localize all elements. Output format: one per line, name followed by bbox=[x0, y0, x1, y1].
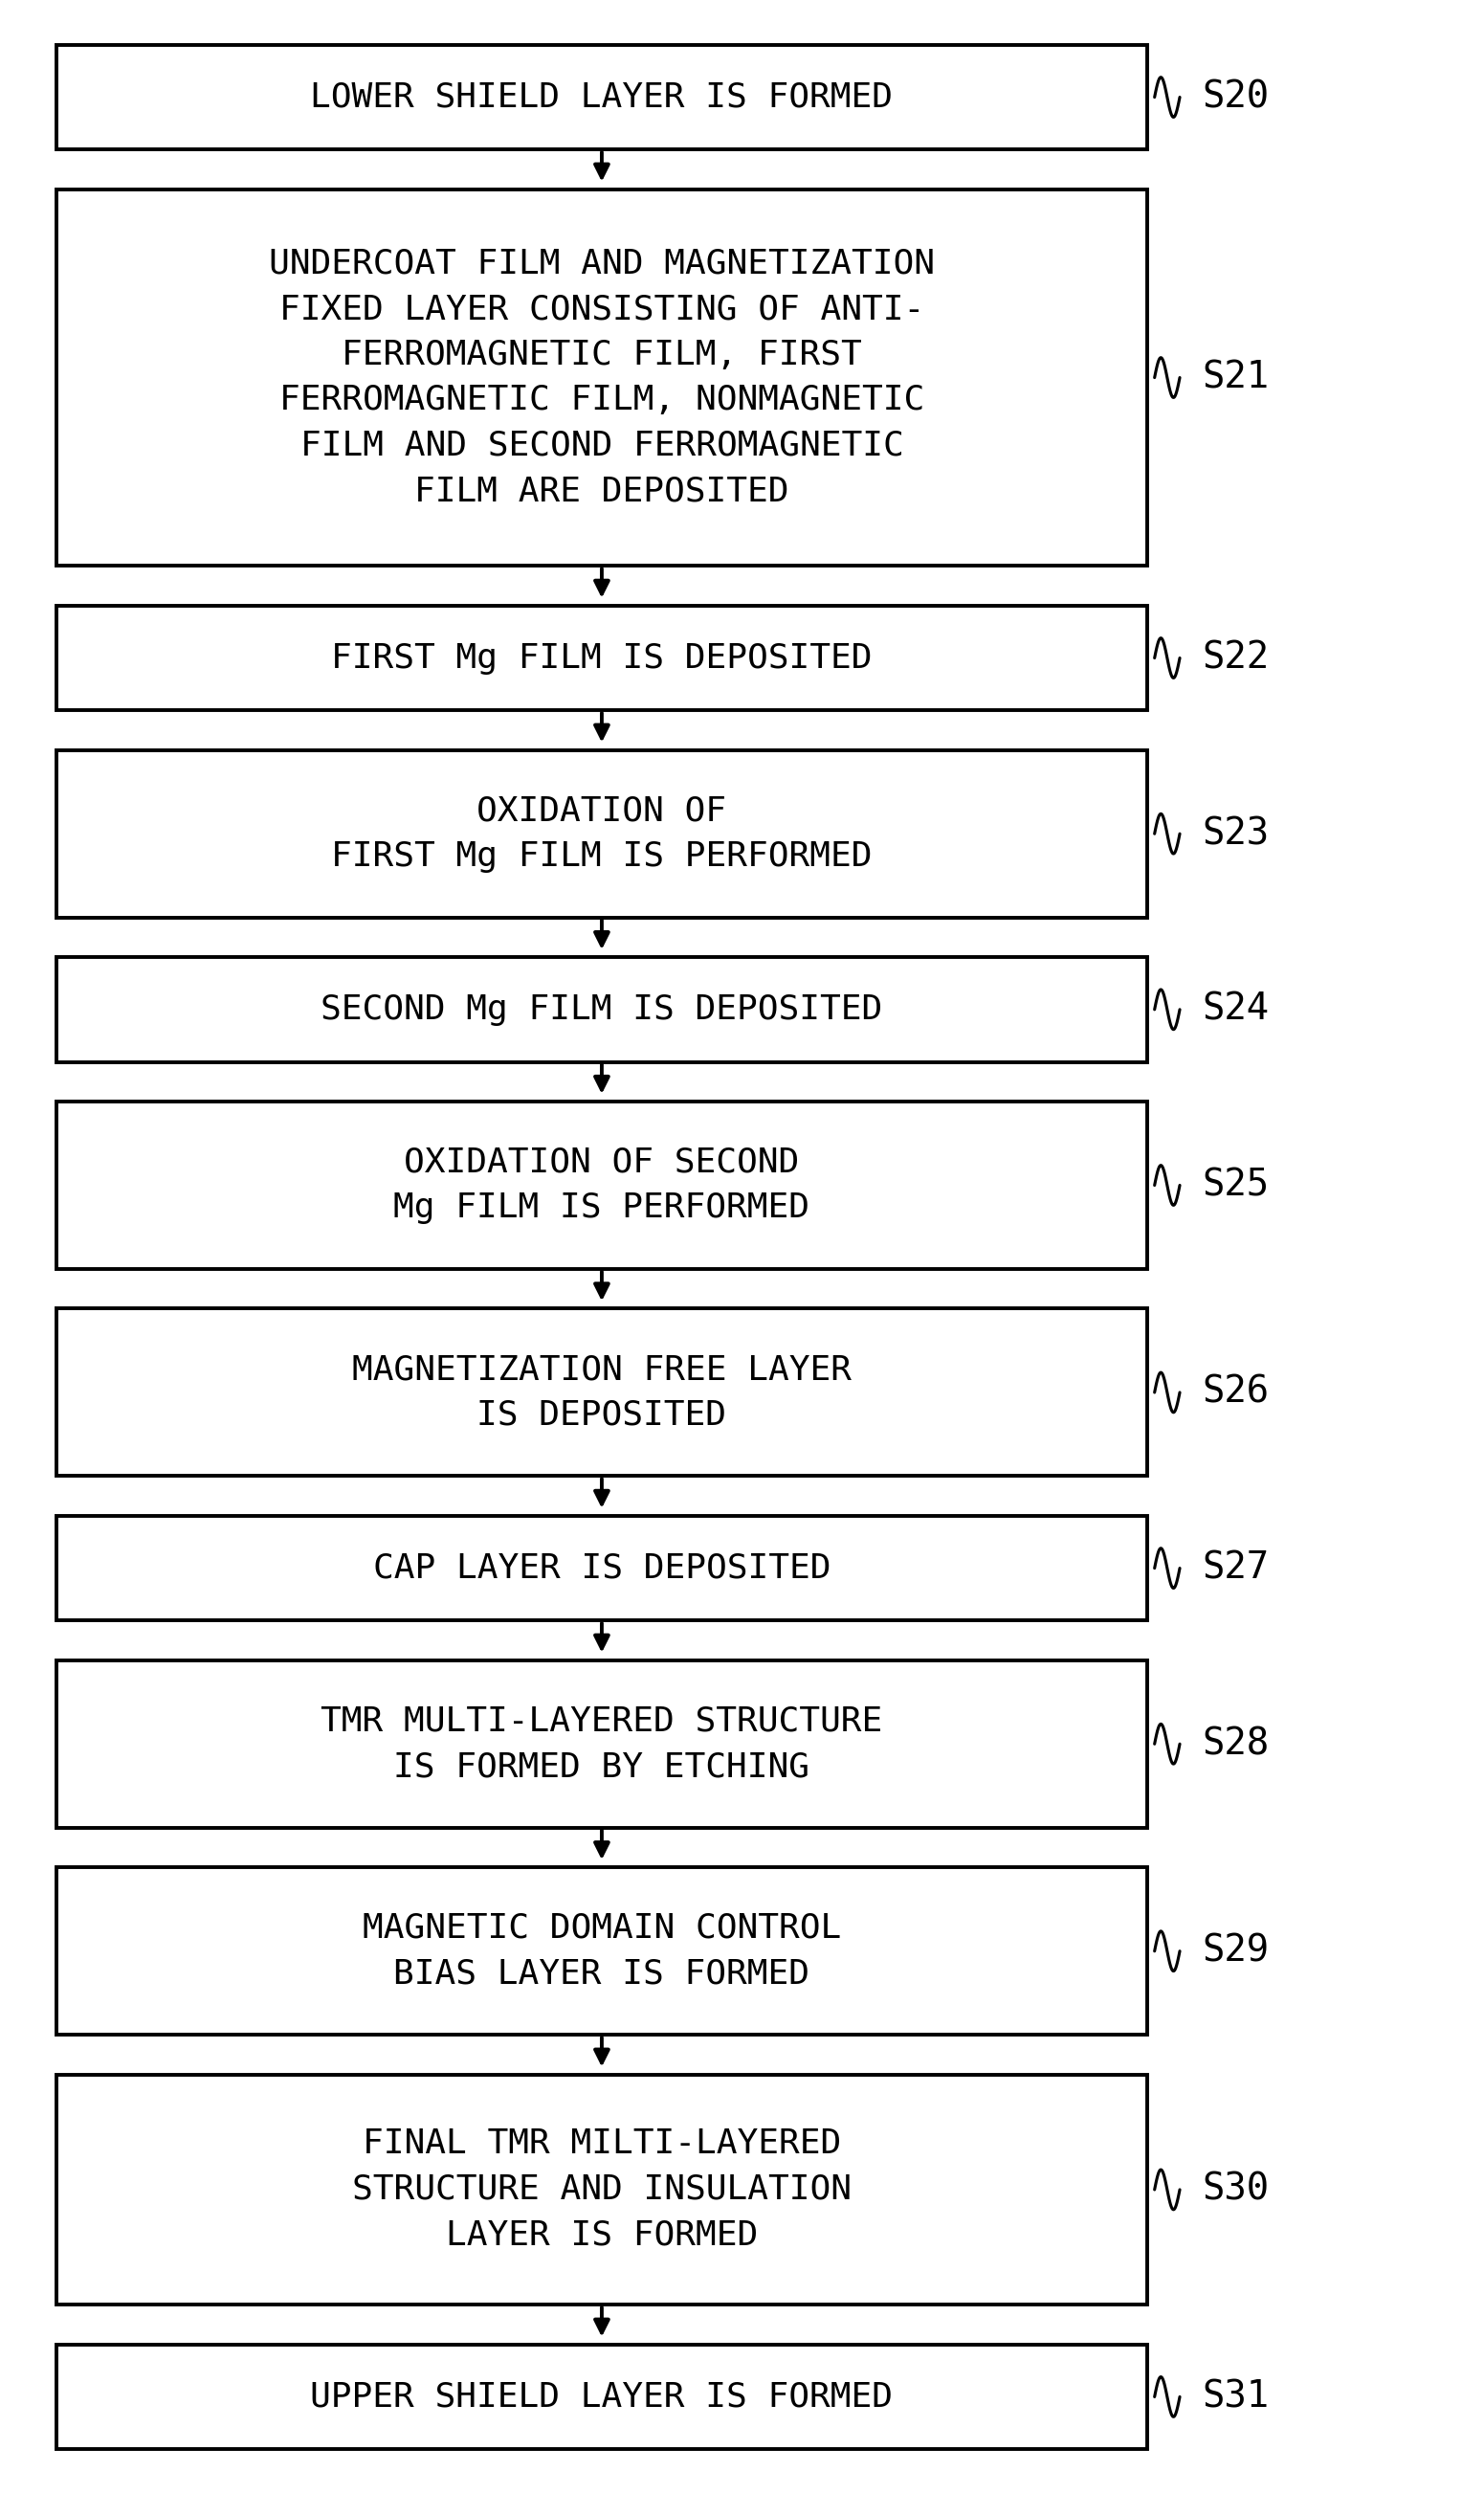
FancyBboxPatch shape bbox=[56, 1868, 1147, 2035]
FancyBboxPatch shape bbox=[56, 45, 1147, 150]
Text: LOWER SHIELD LAYER IS FORMED: LOWER SHIELD LAYER IS FORMED bbox=[310, 80, 893, 112]
Text: S22: S22 bbox=[1202, 641, 1269, 676]
FancyBboxPatch shape bbox=[56, 958, 1147, 1062]
Text: TMR MULTI-LAYERED STRUCTURE
IS FORMED BY ETCHING: TMR MULTI-LAYERED STRUCTURE IS FORMED BY… bbox=[321, 1706, 883, 1783]
Text: UNDERCOAT FILM AND MAGNETIZATION
FIXED LAYER CONSISTING OF ANTI-
FERROMAGNETIC F: UNDERCOAT FILM AND MAGNETIZATION FIXED L… bbox=[269, 247, 935, 506]
Text: S30: S30 bbox=[1202, 2172, 1269, 2207]
Text: S21: S21 bbox=[1202, 359, 1269, 397]
FancyBboxPatch shape bbox=[56, 2075, 1147, 2304]
FancyBboxPatch shape bbox=[56, 1661, 1147, 1828]
Text: MAGNETIZATION FREE LAYER
IS DEPOSITED: MAGNETIZATION FREE LAYER IS DEPOSITED bbox=[352, 1354, 852, 1432]
Text: OXIDATION OF SECOND
Mg FILM IS PERFORMED: OXIDATION OF SECOND Mg FILM IS PERFORMED bbox=[393, 1147, 810, 1225]
Text: CAP LAYER IS DEPOSITED: CAP LAYER IS DEPOSITED bbox=[372, 1551, 831, 1584]
Text: S29: S29 bbox=[1202, 1933, 1269, 1970]
Text: S24: S24 bbox=[1202, 990, 1269, 1028]
Text: OXIDATION OF
FIRST Mg FILM IS PERFORMED: OXIDATION OF FIRST Mg FILM IS PERFORMED bbox=[331, 796, 873, 873]
Text: SECOND Mg FILM IS DEPOSITED: SECOND Mg FILM IS DEPOSITED bbox=[321, 993, 883, 1025]
FancyBboxPatch shape bbox=[56, 606, 1147, 711]
Text: S27: S27 bbox=[1202, 1549, 1269, 1586]
FancyBboxPatch shape bbox=[56, 1309, 1147, 1476]
Text: S31: S31 bbox=[1202, 2379, 1269, 2414]
FancyBboxPatch shape bbox=[56, 1102, 1147, 1269]
FancyBboxPatch shape bbox=[56, 2344, 1147, 2449]
Text: MAGNETIC DOMAIN CONTROL
BIAS LAYER IS FORMED: MAGNETIC DOMAIN CONTROL BIAS LAYER IS FO… bbox=[362, 1913, 841, 1990]
Text: FINAL TMR MILTI-LAYERED
STRUCTURE AND INSULATION
LAYER IS FORMED: FINAL TMR MILTI-LAYERED STRUCTURE AND IN… bbox=[352, 2127, 852, 2252]
FancyBboxPatch shape bbox=[56, 190, 1147, 566]
Text: S28: S28 bbox=[1202, 1726, 1269, 1763]
Text: FIRST Mg FILM IS DEPOSITED: FIRST Mg FILM IS DEPOSITED bbox=[331, 641, 873, 673]
Text: S26: S26 bbox=[1202, 1374, 1269, 1412]
Text: S23: S23 bbox=[1202, 816, 1269, 853]
Text: UPPER SHIELD LAYER IS FORMED: UPPER SHIELD LAYER IS FORMED bbox=[310, 2382, 893, 2414]
FancyBboxPatch shape bbox=[56, 751, 1147, 918]
Text: S20: S20 bbox=[1202, 80, 1269, 115]
Text: S25: S25 bbox=[1202, 1167, 1269, 1205]
FancyBboxPatch shape bbox=[56, 1516, 1147, 1621]
